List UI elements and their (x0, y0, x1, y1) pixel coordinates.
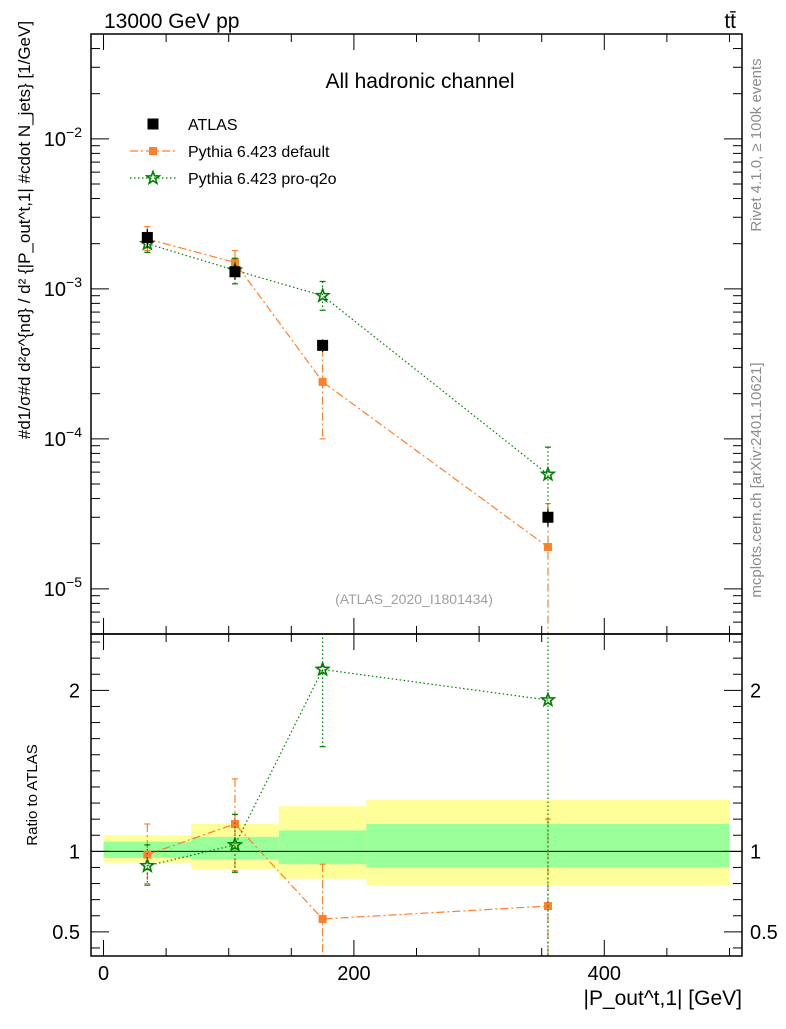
main-panel-series (138, 225, 557, 634)
chart-title: All hadronic channel (325, 70, 514, 93)
x-tick-label: 0 (98, 963, 109, 985)
ratio-uncertainty-bands (91, 799, 742, 886)
ratio-point-pythia-6-423-pro-q2o (226, 836, 244, 853)
data-point-pythia-6-423-default (318, 377, 327, 386)
data-point-atlas (317, 339, 329, 351)
axis-ticks (91, 33, 742, 956)
legend-label-atlas: ATLAS (188, 117, 238, 134)
analysis-id-label: (ATLAS_2020_I1801434) (335, 591, 493, 607)
ratio-band-inner (278, 830, 367, 865)
tick-labels: 0 200 400 10−2 10−3 10−4 10−5 0.5 0.5 1 1 2 2 (44, 124, 778, 985)
ratio-panel-series (138, 634, 557, 956)
rivet-version-label: Rivet 4.1.0, ≥ 100k events (748, 58, 765, 231)
y-tick-label-main: 10−2 (44, 124, 82, 151)
ratio-panel-frame (90, 633, 743, 957)
source-label: mcplots.cern.ch [arXiv:2401.10621] (748, 362, 765, 597)
legend: ATLAS Pythia 6.423 default Pythia 6.423 pr… (130, 117, 337, 188)
legend-marker-pythia-6-423-pro-q2o (144, 169, 162, 186)
ratio-point-pythia-6-423-pro-q2o (314, 660, 331, 677)
data-point-atlas (141, 231, 153, 243)
ratio-point-pythia-6-423-pro-q2o (138, 857, 156, 873)
series-line-pythia-6-423-pro-q2o (147, 243, 549, 475)
x-axis-label: |P_out^t,1| [GeV] (583, 987, 742, 1010)
legend-marker-atlas (147, 118, 159, 130)
y-tick-label-ratio: 0.5 (52, 922, 80, 944)
data-point-atlas (542, 511, 554, 523)
legend-label-pythia-6-423-pro-q2o: Pythia 6.423 pro-q2o (188, 171, 337, 188)
x-tick-label: 400 (588, 963, 621, 985)
ratio-point-pythia-6-423-default (143, 850, 152, 859)
y-axis-label-main: #d1/σ#d d²σ^{nd} / d² {|P_out^t,1| #cdot… (15, 21, 34, 439)
x-tick-label: 200 (337, 963, 370, 985)
y-tick-label-ratio: 2 (69, 680, 80, 702)
data-point-pythia-6-423-default (543, 543, 552, 552)
y-tick-label-main: 10−3 (44, 274, 82, 301)
y-axis-label-ratio: Ratio to ATLAS (24, 744, 41, 845)
process-label: tt̄ (724, 10, 736, 33)
ratio-line-pythia-6-423-pro-q2o (147, 668, 549, 867)
ratio-point-pythia-6-423-default (318, 914, 327, 923)
data-point-atlas (229, 266, 241, 278)
ratio-point-pythia-6-423-default (230, 819, 239, 828)
legend-marker-pythia-6-423-default (149, 147, 157, 155)
series-line-pythia-6-423-default (147, 238, 549, 548)
ratio-point-pythia-6-423-pro-q2o (539, 691, 557, 708)
y-tick-label-ratio-right: 2 (750, 680, 761, 702)
y-tick-label-main: 10−4 (44, 424, 82, 451)
legend-label-pythia-6-423-default: Pythia 6.423 default (188, 144, 330, 161)
data-point-pythia-6-423-pro-q2o (314, 286, 331, 303)
y-tick-label-main: 10−5 (44, 574, 82, 601)
y-tick-label-ratio-right: 0.5 (750, 922, 778, 944)
y-tick-label-ratio: 1 (69, 841, 80, 863)
y-tick-label-ratio-right: 1 (750, 841, 761, 863)
data-point-pythia-6-423-pro-q2o (539, 465, 557, 482)
energy-label: 13000 GeV pp (104, 10, 239, 33)
